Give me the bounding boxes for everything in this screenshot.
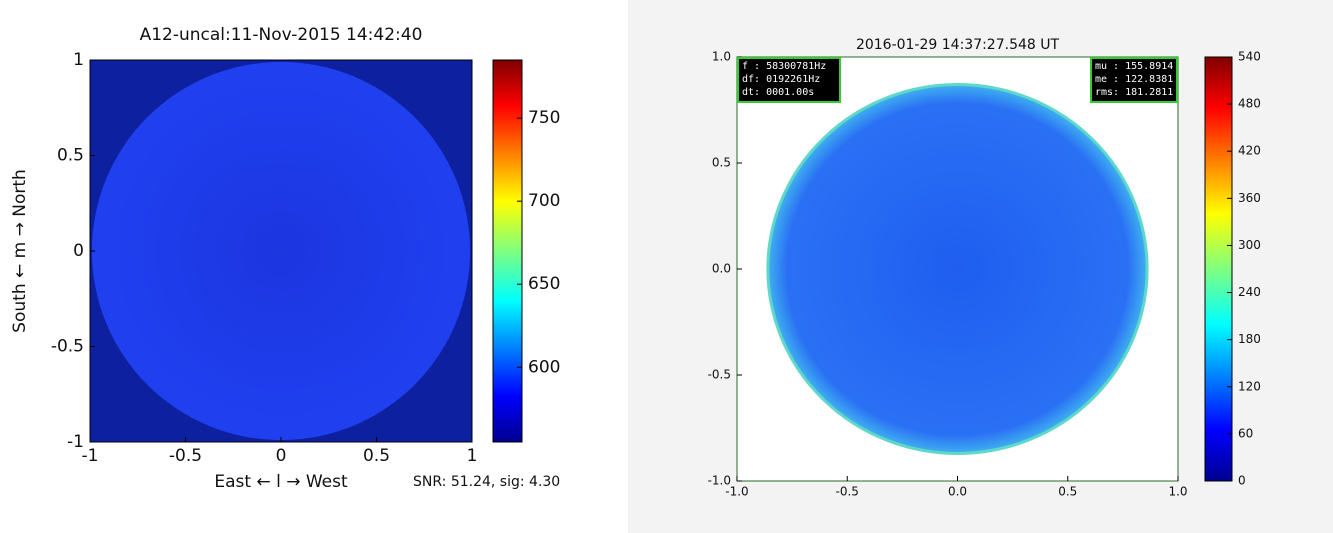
x-tick-label: 0 — [276, 446, 287, 466]
colorbar-tick-label: 420 — [1238, 144, 1261, 158]
colorbar-tick-label: 120 — [1238, 379, 1261, 393]
info-box — [737, 57, 841, 103]
annotation: SNR: 51.24, sig: 4.30 — [413, 474, 560, 490]
colorbar-tick-label: 700 — [528, 191, 560, 211]
colorbar-tick-label: 360 — [1238, 191, 1261, 205]
colorbar-tick-label: 600 — [528, 357, 560, 377]
colorbar-tick-label: 300 — [1238, 238, 1261, 252]
x-tick-label: 0.0 — [948, 485, 967, 499]
y-tick-label: -1.0 — [708, 474, 731, 488]
sky-disc — [91, 61, 471, 441]
info-text: me : 122.8381 — [1095, 74, 1173, 85]
colorbar-tick-label: 0 — [1238, 474, 1246, 488]
y-tick-label: 1 — [73, 50, 84, 70]
colorbar-tick-label: 240 — [1238, 285, 1261, 299]
y-axis-label: South ← m → North — [10, 169, 30, 333]
x-tick-label: 0.5 — [1058, 485, 1077, 499]
y-tick-label: -1 — [67, 432, 84, 452]
info-text: df: 0192261Hz — [742, 74, 820, 85]
info-box — [1090, 57, 1178, 103]
info-text: dt: 0001.00s — [742, 87, 814, 98]
x-tick-label: 0.5 — [363, 446, 390, 466]
colorbar-tick-label: 180 — [1238, 332, 1261, 346]
x-tick-label: 1.0 — [1168, 485, 1187, 499]
colorbar-tick-label: 480 — [1238, 97, 1261, 111]
x-tick-label: -0.5 — [836, 485, 859, 499]
colorbar-tick-label: 650 — [528, 274, 560, 294]
colorbar-tick-label: 60 — [1238, 426, 1253, 440]
x-axis-label: East ← l → West — [214, 472, 348, 492]
y-tick-label: 0 — [73, 241, 84, 261]
y-tick-label: 1.0 — [712, 50, 731, 64]
colorbar — [1204, 56, 1233, 482]
x-tick-label: -0.5 — [169, 446, 202, 466]
colorbar-tick-label: 750 — [528, 108, 560, 128]
info-text: mu : 155.8914 — [1095, 61, 1173, 72]
sky-disc — [766, 83, 1149, 455]
y-tick-label: 0.5 — [57, 146, 84, 166]
y-tick-label: -0.5 — [708, 368, 731, 382]
info-text: rms: 181.2811 — [1095, 87, 1173, 98]
info-text: f : 58300781Hz — [742, 61, 826, 72]
chart-title: 2016-01-29 14:37:27.548 UT — [856, 37, 1060, 53]
x-tick-label: -1 — [82, 446, 99, 466]
chart-title: A12-uncal:11-Nov-2015 14:42:40 — [140, 25, 423, 45]
y-tick-label: 0.0 — [712, 262, 731, 276]
y-tick-label: -0.5 — [51, 337, 84, 357]
colorbar — [492, 59, 523, 443]
colorbar-tick-label: 540 — [1238, 50, 1261, 64]
y-tick-label: 0.5 — [712, 156, 731, 170]
x-tick-label: -1.0 — [725, 485, 748, 499]
x-tick-label: 1 — [467, 446, 478, 466]
